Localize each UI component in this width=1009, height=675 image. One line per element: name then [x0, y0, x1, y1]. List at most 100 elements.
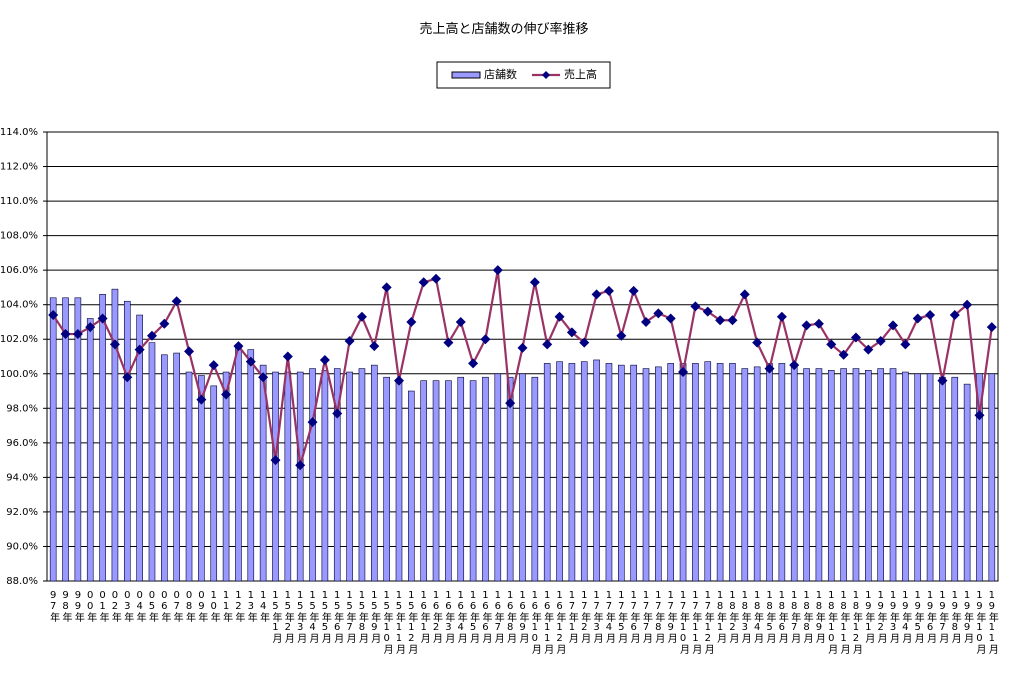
y-tick-label: 112.0%: [0, 162, 38, 173]
bar: [729, 363, 736, 582]
x-tick-label: 00年: [85, 590, 97, 623]
marker: [566, 327, 577, 338]
bar: [284, 371, 292, 582]
x-tick-label: 04年: [134, 590, 146, 623]
x-tick-label: 19年6月: [925, 590, 937, 644]
marker: [381, 282, 392, 293]
legend-marker: [542, 71, 550, 79]
x-tick-label: 07年: [171, 590, 183, 623]
x-tick-label: 18年12月: [850, 590, 862, 655]
x-tick-label: 15年5月: [319, 590, 331, 644]
x-tick-label: 17年3月: [591, 590, 603, 644]
x-tick-label: 99年: [72, 590, 84, 623]
bar: [383, 376, 390, 582]
bar: [580, 361, 588, 582]
x-tick-label: 16年6月: [480, 590, 492, 644]
x-tick-label: 02年: [109, 590, 121, 623]
marker: [702, 306, 713, 317]
y-tick-label: 98.0%: [6, 403, 38, 414]
x-tick-label: 16年8月: [505, 590, 517, 644]
marker: [554, 311, 565, 322]
bar: [692, 363, 699, 582]
bar: [62, 297, 69, 582]
bar: [408, 390, 415, 582]
x-tick-label: 16年7月: [492, 590, 504, 644]
x-tick-label: 17年8月: [653, 590, 665, 644]
marker: [505, 398, 516, 409]
y-tick-label: 100.0%: [0, 369, 38, 380]
x-tick-label: 19年10月: [974, 590, 986, 655]
marker: [653, 308, 664, 319]
bar: [247, 349, 255, 582]
bar: [346, 371, 353, 582]
marker: [838, 349, 849, 360]
legend-label: 売上高: [564, 67, 597, 81]
x-tick-label: 17年9月: [665, 590, 677, 644]
bar: [926, 373, 934, 582]
marker: [455, 316, 466, 327]
bar: [457, 376, 465, 582]
x-tick-label: 01年: [97, 590, 109, 623]
marker: [727, 315, 738, 326]
marker: [282, 351, 293, 362]
x-tick-label: 19年5月: [912, 590, 924, 644]
marker: [752, 337, 763, 348]
bar: [865, 370, 872, 582]
marker: [826, 339, 837, 350]
x-tick-label: 97年: [48, 590, 60, 623]
x-tick-label: 15年10月: [381, 590, 393, 655]
x-tick-label: 18年6月: [776, 590, 788, 644]
marker: [776, 311, 787, 322]
marker: [184, 346, 195, 357]
bar: [531, 376, 539, 582]
marker: [739, 289, 750, 300]
x-tick-label: 19年7月: [937, 590, 949, 644]
marker: [245, 356, 256, 367]
bar: [370, 364, 378, 582]
x-tick-label: 18年1月: [715, 590, 727, 644]
y-tick-label: 108.0%: [0, 231, 38, 242]
x-tick-label: 19年4月: [900, 590, 912, 644]
marker: [344, 335, 355, 346]
bar: [914, 373, 922, 582]
marker: [628, 285, 639, 296]
marker: [431, 273, 442, 284]
x-tick-label: 17年5月: [616, 590, 628, 644]
y-tick-label: 88.0%: [6, 576, 38, 587]
bar: [939, 376, 946, 582]
legend-label: 店舗数: [484, 67, 517, 81]
bar: [173, 352, 180, 582]
x-tick-label: 17年12月: [702, 590, 714, 655]
x-tick-label: 15年7月: [344, 590, 356, 644]
bar: [840, 368, 847, 582]
x-tick-label: 16年4月: [455, 590, 467, 644]
x-tick-label: 16年11月: [542, 590, 554, 655]
x-tick-label: 05年: [146, 590, 158, 623]
marker: [579, 337, 590, 348]
marker: [665, 313, 676, 324]
marker: [690, 301, 701, 312]
marker: [480, 334, 491, 345]
bar: [741, 368, 749, 582]
bar: [889, 368, 897, 582]
x-tick-label: 16年1月: [418, 590, 430, 644]
bar: [778, 363, 786, 582]
marker: [715, 315, 726, 326]
x-tick-label: 16年5月: [468, 590, 480, 644]
bar: [827, 370, 835, 582]
x-tick-label: 18年7月: [789, 590, 801, 644]
marker: [171, 296, 182, 307]
marker: [270, 455, 281, 466]
bar: [766, 363, 773, 582]
y-tick-label: 114.0%: [0, 127, 38, 138]
bar: [333, 368, 341, 582]
y-tick-label: 94.0%: [6, 472, 38, 483]
bar: [148, 342, 156, 582]
x-tick-label: 17年4月: [603, 590, 615, 644]
marker: [591, 289, 602, 300]
x-tick-label: 17年10月: [678, 590, 690, 655]
marker: [813, 318, 824, 329]
bar: [210, 385, 218, 582]
bar: [618, 364, 625, 582]
